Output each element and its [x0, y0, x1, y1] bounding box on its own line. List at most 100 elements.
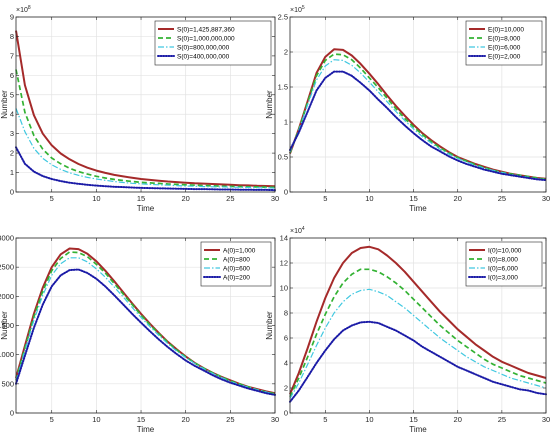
y-multiplier: ×105	[290, 5, 305, 14]
y-axis-label: Number	[265, 311, 274, 340]
series-line-3	[289, 288, 547, 399]
x-tick-label: 15	[137, 415, 145, 424]
y-multiplier-base: ×10	[290, 228, 302, 235]
legend: E(0)=10,000 E(0)=8,000 E(0)=6,000 E(0)=2,00…	[465, 20, 543, 66]
y-multiplier-exponent: 8	[28, 5, 31, 11]
x-tick-label: 25	[226, 194, 234, 203]
y-tick-label: 9	[10, 13, 14, 22]
y-axis-label: Number	[265, 90, 274, 119]
y-axis-label: Number	[0, 90, 9, 119]
series-line-4	[289, 320, 547, 403]
y-multiplier-exponent: 4	[302, 226, 305, 232]
y-tick-label: 5	[10, 90, 14, 99]
x-tick-label: 30	[271, 194, 279, 203]
series-line-2	[289, 53, 547, 181]
series-line-1	[289, 245, 547, 395]
x-axis-label: Time	[137, 425, 155, 434]
x-tick-label: 10	[365, 194, 373, 203]
x-tick-label: 25	[498, 415, 506, 424]
series-line-4	[289, 70, 547, 182]
x-tick-label: 5	[50, 194, 54, 203]
y-tick-label: 1	[284, 118, 288, 127]
legend-label: S(0)=400,000,000	[177, 53, 230, 60]
y-tick-label: 2.5	[278, 13, 288, 22]
y-multiplier-base: ×10	[16, 7, 28, 14]
x-tick-label: 10	[365, 415, 373, 424]
legend-box	[154, 20, 272, 66]
x-axis-label: Time	[409, 204, 427, 213]
legend-label: E(0)=6,000	[488, 44, 521, 51]
series-line-3	[15, 257, 276, 395]
x-tick-label: 10	[92, 415, 100, 424]
x-tick-label: 20	[182, 415, 190, 424]
x-tick-label: 5	[323, 415, 327, 424]
y-tick-label: 10	[280, 284, 288, 293]
legend-label: A(0)=600	[223, 265, 250, 272]
y-tick-label: 6	[10, 71, 14, 80]
y-tick-label: 1.5	[278, 83, 288, 92]
series-line-4	[15, 146, 276, 192]
series-line-3	[15, 108, 276, 189]
y-tick-label: 8	[284, 309, 288, 318]
legend: I(0)=10,000 I(0)=8,000 I(0)=6,000 I(0)=3,00…	[465, 241, 543, 287]
axes-box	[15, 16, 276, 193]
legend-label: E(0)=2,000	[488, 53, 521, 60]
y-tick-label: 12	[280, 259, 288, 268]
series-line-2	[289, 268, 547, 398]
series-line-1	[15, 30, 276, 188]
y-tick-label: 14	[280, 234, 288, 243]
x-axis-label: Time	[409, 425, 427, 434]
y-tick-label: 6	[284, 334, 288, 343]
legend: S(0)=1,425,887,360 S(0)=1,000,000,000 S(0)…	[154, 20, 272, 66]
y-tick-label: 2	[284, 384, 288, 393]
x-tick-label: 25	[498, 194, 506, 203]
legend-label: S(0)=1,425,887,360	[177, 26, 235, 33]
legend-label: E(0)=8,000	[488, 35, 521, 42]
legend-label: A(0)=800	[223, 256, 250, 263]
y-tick-label: 4	[10, 110, 14, 119]
y-tick-label: 2	[284, 48, 288, 57]
x-tick-label: 30	[542, 415, 550, 424]
x-tick-label: 25	[226, 415, 234, 424]
y-tick-label: 0	[10, 188, 14, 197]
x-tick-label: 30	[271, 415, 279, 424]
x-tick-label: 10	[92, 194, 100, 203]
axes-box	[289, 237, 547, 414]
x-tick-label: 15	[137, 194, 145, 203]
x-axis-label: Time	[137, 204, 155, 213]
y-tick-label: 0	[10, 409, 14, 418]
y-tick-label: 0	[284, 188, 288, 197]
legend-label: S(0)=800,000,000	[177, 44, 230, 51]
legend-label: I(0)=3,000	[488, 274, 518, 281]
legend-label: A(0)=200	[223, 274, 250, 281]
legend-label: I(0)=10,000	[488, 247, 522, 254]
series-line-1	[289, 48, 547, 180]
axes-box	[289, 16, 547, 193]
x-tick-label: 20	[182, 194, 190, 203]
legend-label: A(0)=1,000	[223, 247, 256, 254]
legend-label: S(0)=1,000,000,000	[177, 35, 235, 42]
series-line-2	[15, 69, 276, 189]
chart-panel-4: 0 2 4 6 8 10 12 14 5 10 15 20 25 30 Time Number ×104 I(0)…	[265, 226, 550, 434]
y-multiplier: ×104	[290, 226, 305, 235]
y-tick-label: 1	[10, 168, 14, 177]
grid-lines	[16, 16, 276, 193]
legend-label: I(0)=8,000	[488, 256, 518, 263]
y-tick-label: 1500	[0, 321, 14, 330]
y-multiplier-base: ×10	[290, 7, 302, 14]
y-multiplier: ×108	[16, 5, 31, 14]
x-tick-label: 15	[409, 415, 417, 424]
y-tick-label: 3000	[0, 234, 14, 243]
legend-label: E(0)=10,000	[488, 26, 524, 33]
y-tick-label: 0	[284, 409, 288, 418]
series-line-4	[15, 268, 276, 396]
x-tick-label: 5	[323, 194, 327, 203]
y-tick-label: 7	[10, 51, 14, 60]
y-tick-label: 3	[10, 129, 14, 138]
y-tick-label: 1000	[0, 350, 14, 359]
x-tick-label: 20	[454, 415, 462, 424]
